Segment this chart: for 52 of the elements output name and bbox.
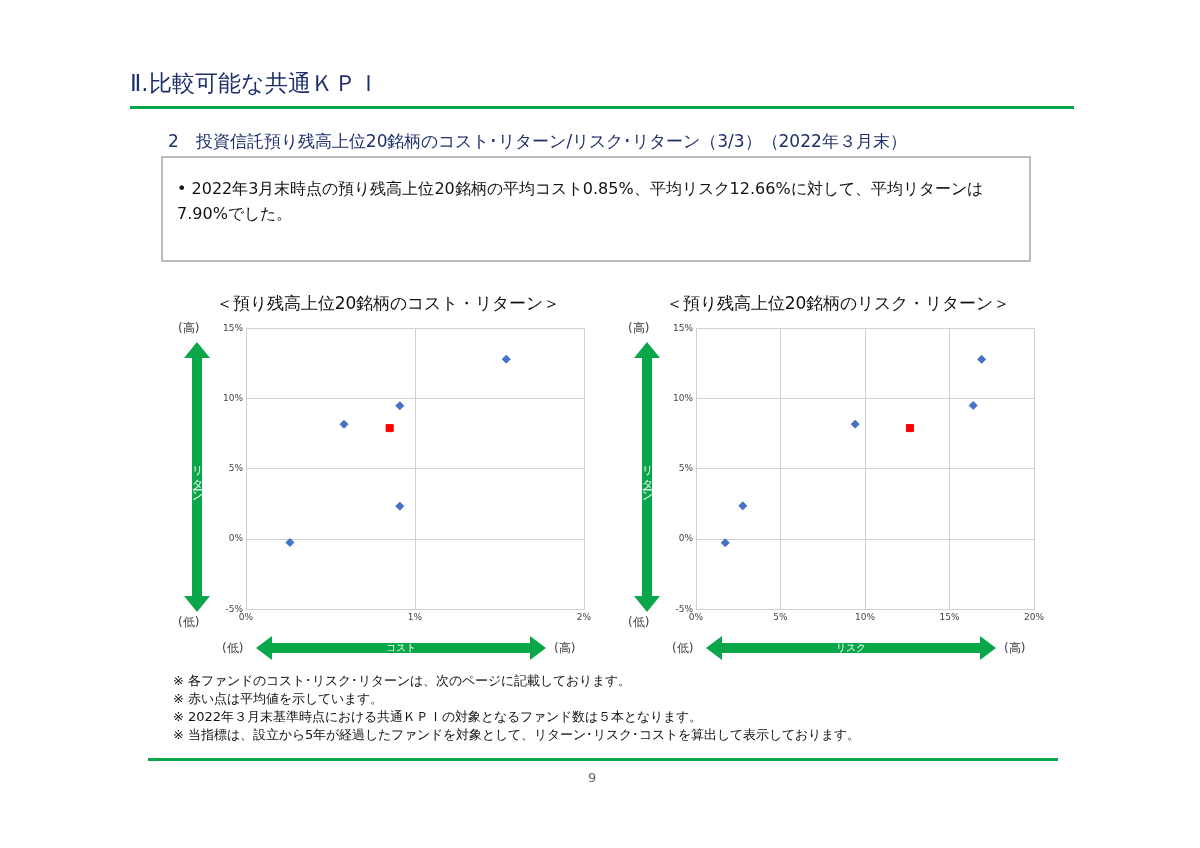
chart-title: ＜預り残高上位20銘柄のコスト・リターン＞ [214,292,562,315]
chart-title: ＜預り残高上位20銘柄のリスク・リターン＞ [664,292,1012,315]
y-tick-label: 10% [222,392,244,403]
text: 2 投資信託預り残高上位20銘柄のコスト･リターン/リスク･リターン（3/3）（2022年３月末） [168,130,907,153]
y-axis-title: リターン [640,456,655,499]
x-tick-label: 5% [773,611,789,622]
x-axis-title: リスク [835,641,867,655]
point [968,400,978,410]
text: Ⅱ.比較可能な共通ＫＰＩ [130,69,380,98]
text: (低) [628,614,650,631]
point [395,501,405,511]
text: • 2022年3月末時点の預り残高上位20銘柄の平均コスト0.85%、平均リスク12.66%に対して、平均リターンは7.90%でした。 [177,178,984,225]
text: (高) [628,320,650,337]
point [285,538,295,548]
x-axis-title: コスト [385,641,417,655]
y-axis-title: リターン [190,456,205,499]
point [395,401,405,411]
text: (高) [554,640,576,657]
y-tick-label: -5% [225,603,244,614]
point [977,354,987,364]
text: (低) [672,640,694,657]
text: ※ 赤い点は平均値を示しています。 [173,690,385,708]
x-tick-label: 10% [854,611,876,622]
text: (高) [178,320,200,337]
y-tick-label: 0% [228,533,244,544]
y-tick-label: 5% [678,463,694,474]
x-tick-label: 0% [688,611,704,622]
point [905,424,914,433]
y-tick-label: -5% [675,603,694,614]
point [720,538,730,548]
x-tick-label: 15% [939,611,960,622]
point [339,419,349,429]
text: ※ 各ファンドのコスト･リスク･リターンは、次のページに記載しております。 [173,672,633,690]
text: (低) [178,614,200,631]
text: ※ 当指標は、設立から5年が経過したファンドを対象として、リターン･リスク･コストを算出して表示しております。 [173,726,861,744]
y-tick-label: 0% [678,533,694,544]
y-tick-label: 15% [222,322,244,333]
x-tick-label: 20% [1023,611,1045,622]
x-tick-label: 2% [576,611,592,622]
x-tick-label: 1% [407,611,423,622]
y-tick-label: 5% [228,463,244,474]
text: ※ 2022年３月末基準時点における共通ＫＰＩの対象となるファンド数は５本となります。 [173,708,704,726]
text: 9 [588,770,597,785]
x-tick-label: 0% [238,611,254,622]
point [738,501,748,511]
text: (高) [1004,640,1026,657]
point [501,354,511,364]
y-tick-label: 10% [672,392,694,403]
point [850,419,860,429]
point [385,424,394,433]
y-tick-label: 15% [672,322,694,333]
text: (低) [222,640,244,657]
